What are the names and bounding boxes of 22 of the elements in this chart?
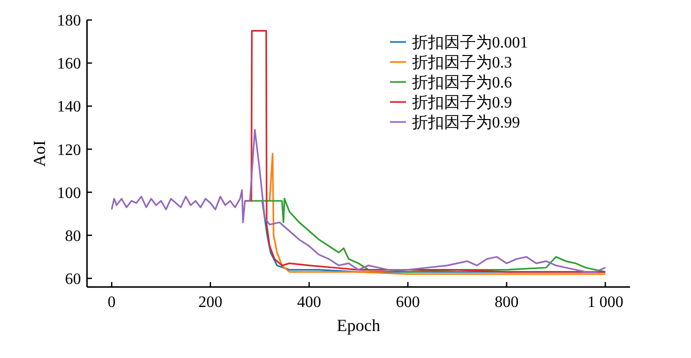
x-tick-label: 800: [494, 294, 519, 311]
x-tick-label: 200: [198, 294, 222, 311]
legend-label: 折扣因子为0.3: [412, 54, 512, 72]
y-tick-label: 120: [57, 142, 81, 159]
line-series: [110, 129, 606, 273]
legend-label: 折扣因子为0.99: [412, 114, 520, 132]
line-series: [268, 152, 606, 275]
x-tick-label: 1 000: [587, 294, 624, 311]
y-tick-label: 140: [57, 98, 81, 116]
legend-label: 折扣因子为0.001: [412, 34, 528, 52]
y-tick-label: 60: [65, 270, 81, 288]
legend-label: 折扣因子为0.9: [412, 94, 512, 112]
y-tick-label: 160: [57, 56, 81, 73]
y-axis-title: AoI: [30, 140, 49, 167]
x-axis-title: Epoch: [336, 316, 381, 335]
x-tick-label: 600: [396, 294, 420, 311]
y-tick-label: 80: [65, 228, 81, 245]
y-tick-label: 100: [57, 184, 81, 202]
x-tick-label: 400: [297, 294, 322, 311]
legend-label: 折扣因子为0.6: [412, 74, 512, 92]
x-tick-label: 0: [108, 294, 116, 311]
y-tick-label: 180: [57, 12, 81, 30]
